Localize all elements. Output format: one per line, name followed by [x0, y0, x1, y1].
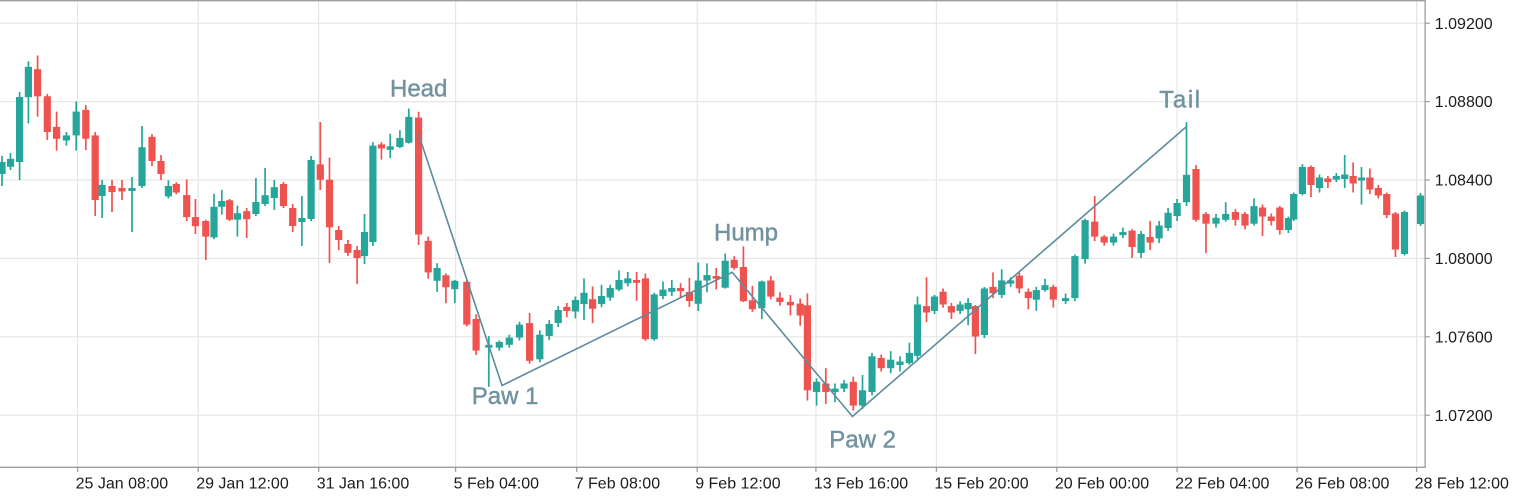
svg-text:Hump: Hump: [714, 220, 778, 247]
svg-text:31 Jan 16:00: 31 Jan 16:00: [317, 476, 410, 493]
svg-text:1.08000: 1.08000: [1435, 251, 1493, 268]
svg-text:5 Feb 04:00: 5 Feb 04:00: [454, 476, 539, 493]
svg-text:Paw 1: Paw 1: [472, 383, 539, 410]
svg-text:1.07600: 1.07600: [1435, 329, 1493, 346]
svg-text:29 Jan 12:00: 29 Jan 12:00: [196, 476, 289, 493]
svg-text:Head: Head: [390, 76, 447, 103]
svg-text:7 Feb 08:00: 7 Feb 08:00: [575, 476, 661, 493]
svg-text:1.08800: 1.08800: [1435, 94, 1493, 111]
svg-text:20 Feb 00:00: 20 Feb 00:00: [1055, 476, 1149, 493]
svg-text:1.09200: 1.09200: [1435, 16, 1493, 33]
svg-text:9 Feb 12:00: 9 Feb 12:00: [695, 476, 781, 493]
svg-text:Tail: Tail: [1159, 87, 1201, 114]
svg-text:15 Feb 20:00: 15 Feb 20:00: [934, 476, 1028, 493]
svg-text:1.07200: 1.07200: [1435, 408, 1493, 425]
svg-text:13 Feb 16:00: 13 Feb 16:00: [814, 476, 908, 493]
svg-text:26 Feb 08:00: 26 Feb 08:00: [1295, 476, 1389, 493]
svg-text:25 Jan 08:00: 25 Jan 08:00: [76, 476, 169, 493]
svg-text:22 Feb 04:00: 22 Feb 04:00: [1175, 476, 1269, 493]
svg-text:Paw 2: Paw 2: [829, 427, 896, 454]
svg-text:1.08400: 1.08400: [1435, 173, 1493, 190]
svg-text:28 Feb 12:00: 28 Feb 12:00: [1415, 476, 1509, 493]
